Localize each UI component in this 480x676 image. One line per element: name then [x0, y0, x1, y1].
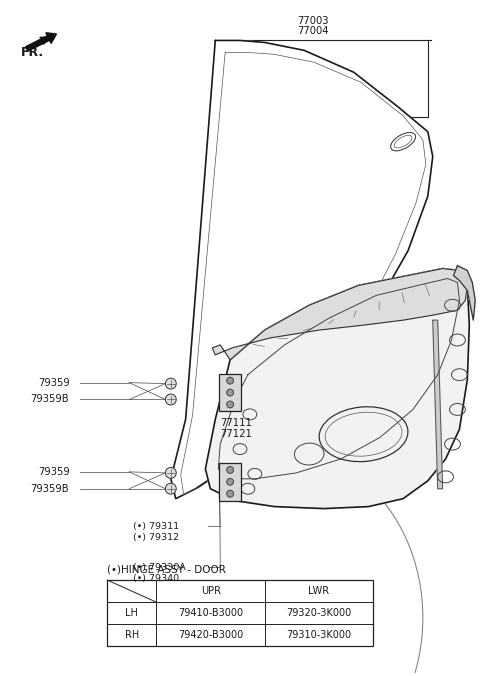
Text: (•) 79340: (•) 79340: [133, 573, 180, 583]
Polygon shape: [205, 268, 469, 508]
Text: FR.: FR.: [21, 47, 44, 59]
Text: UPR: UPR: [201, 586, 221, 596]
Circle shape: [166, 483, 176, 494]
Polygon shape: [433, 320, 443, 489]
Circle shape: [227, 389, 234, 396]
Text: LH: LH: [125, 608, 138, 619]
Text: 79320-3K000: 79320-3K000: [287, 608, 352, 619]
Bar: [107, 580, 373, 646]
Circle shape: [166, 394, 176, 405]
Text: LWR: LWR: [309, 586, 330, 596]
Circle shape: [227, 377, 234, 384]
Text: (•) 79330A: (•) 79330A: [133, 562, 186, 572]
Circle shape: [227, 401, 234, 408]
Circle shape: [166, 467, 176, 479]
Text: 79359: 79359: [38, 467, 70, 477]
Polygon shape: [212, 268, 468, 360]
Text: (•) 79311: (•) 79311: [133, 522, 180, 531]
Circle shape: [227, 466, 234, 473]
Text: (•)HINGE ASSY - DOOR: (•)HINGE ASSY - DOOR: [107, 564, 226, 574]
Polygon shape: [454, 266, 475, 320]
Bar: [219, 463, 241, 501]
Text: 79420-B3000: 79420-B3000: [178, 630, 243, 640]
Text: (•) 79312: (•) 79312: [133, 533, 180, 542]
Circle shape: [166, 378, 176, 389]
Text: 79359B: 79359B: [30, 484, 69, 493]
Text: 79359B: 79359B: [30, 395, 69, 404]
Circle shape: [227, 490, 234, 497]
Bar: [219, 374, 241, 412]
Circle shape: [227, 479, 234, 485]
Text: 77111: 77111: [220, 418, 252, 429]
Text: RH: RH: [125, 630, 139, 640]
Text: 77004: 77004: [297, 26, 329, 36]
Polygon shape: [171, 41, 433, 499]
Text: 79310-3K000: 79310-3K000: [287, 630, 352, 640]
Text: 77003: 77003: [297, 16, 329, 26]
Text: 79359: 79359: [38, 378, 70, 387]
Text: 79410-B3000: 79410-B3000: [178, 608, 243, 619]
Text: 77121: 77121: [220, 429, 252, 439]
FancyArrow shape: [25, 32, 57, 51]
